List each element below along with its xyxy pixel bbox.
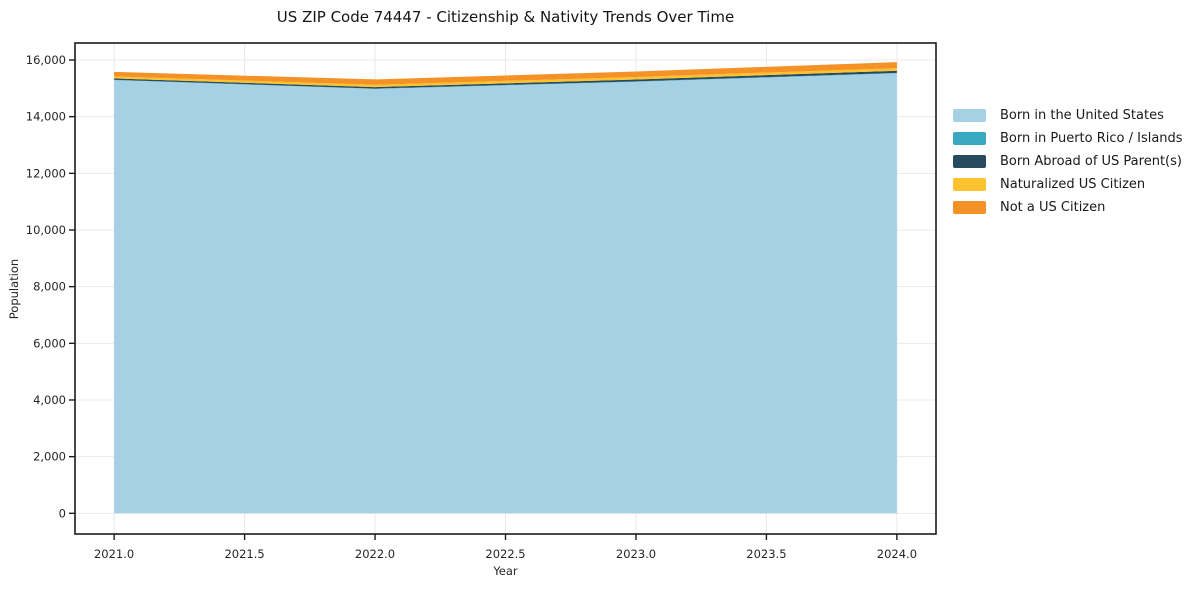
legend-item-1: Born in Puerto Rico / Islands	[953, 127, 1183, 150]
x-axis-label: Year	[493, 564, 518, 578]
legend-swatch	[953, 201, 986, 214]
x-tick-label: 2024.0	[877, 547, 917, 561]
y-tick-label: 4,000	[33, 393, 66, 407]
legend-label: Born Abroad of US Parent(s)	[1000, 154, 1182, 169]
legend-swatch	[953, 132, 986, 145]
y-tick-label: 6,000	[33, 336, 66, 350]
legend-label: Not a US Citizen	[1000, 200, 1106, 215]
y-tick-label: 2,000	[33, 450, 66, 464]
legend-swatch	[953, 109, 986, 122]
x-tick-label: 2023.5	[746, 547, 786, 561]
legend-swatch	[953, 155, 986, 168]
x-tick-label: 2023.0	[616, 547, 656, 561]
area-series-0	[114, 73, 897, 514]
x-tick-label: 2021.5	[224, 547, 264, 561]
legend-label: Born in the United States	[1000, 108, 1164, 123]
area-series-3	[114, 68, 897, 88]
x-tick-label: 2021.0	[94, 547, 134, 561]
y-tick-label: 14,000	[26, 110, 66, 124]
y-tick-label: 10,000	[26, 223, 66, 237]
x-tick-label: 2022.0	[355, 547, 395, 561]
legend-label: Born in Puerto Rico / Islands	[1000, 131, 1183, 146]
legend-item-2: Born Abroad of US Parent(s)	[953, 150, 1183, 173]
legend-item-0: Born in the United States	[953, 104, 1183, 127]
y-axis-label: Population	[7, 258, 21, 320]
y-tick-label: 0	[59, 506, 66, 520]
legend: Born in the United States Born in Puerto …	[953, 104, 1183, 219]
legend-item-4: Not a US Citizen	[953, 196, 1183, 219]
y-tick-label: 8,000	[33, 280, 66, 294]
legend-item-3: Naturalized US Citizen	[953, 173, 1183, 196]
legend-swatch	[953, 178, 986, 191]
y-tick-label: 12,000	[26, 166, 66, 180]
chart-title: US ZIP Code 74447 - Citizenship & Nativi…	[276, 8, 735, 26]
area-series-4	[114, 62, 897, 85]
y-tick-label: 16,000	[26, 53, 66, 67]
legend-label: Naturalized US Citizen	[1000, 177, 1146, 192]
x-tick-label: 2022.5	[485, 547, 525, 561]
